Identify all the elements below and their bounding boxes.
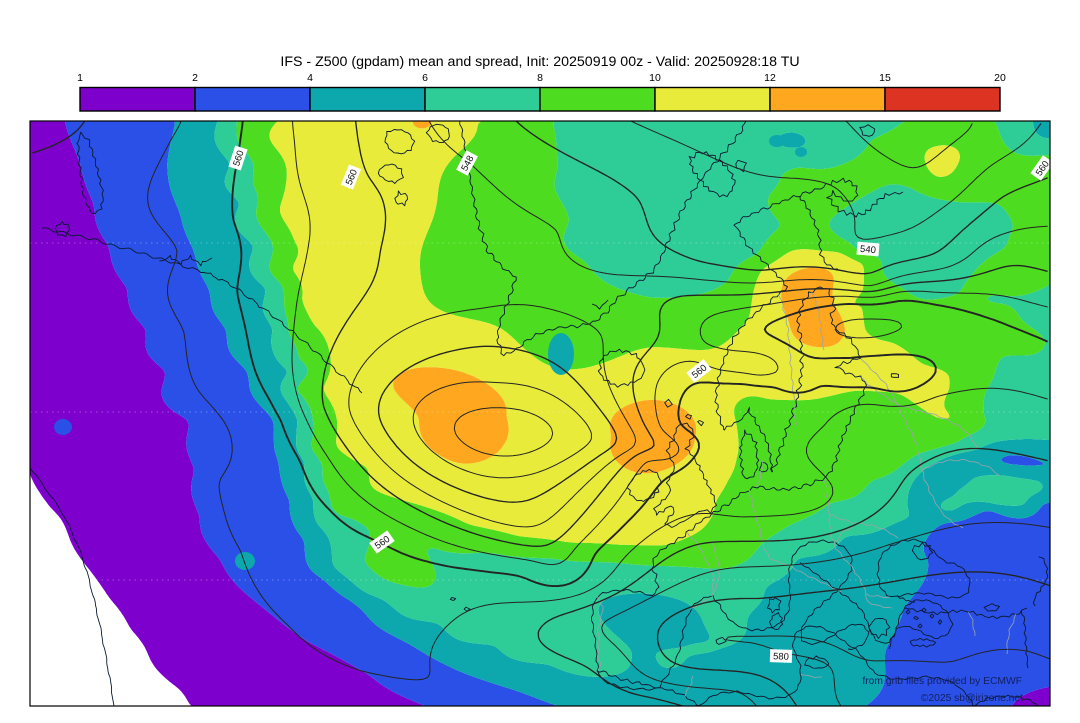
svg-text:10: 10 xyxy=(649,72,661,84)
svg-text:©2025 sb@irizone.net: ©2025 sb@irizone.net xyxy=(921,693,1023,704)
svg-text:2: 2 xyxy=(192,72,198,84)
svg-text:1: 1 xyxy=(77,72,83,84)
svg-text:4: 4 xyxy=(307,72,313,84)
svg-text:from grib files provided by EC: from grib files provided by ECMWF xyxy=(862,676,1022,687)
svg-text:12: 12 xyxy=(764,72,776,84)
svg-text:540: 540 xyxy=(860,244,877,256)
svg-text:580: 580 xyxy=(773,651,789,663)
svg-text:6: 6 xyxy=(422,72,428,84)
svg-text:15: 15 xyxy=(879,72,891,84)
svg-text:20: 20 xyxy=(994,72,1006,84)
svg-text:IFS - Z500 (gpdam) mean and sp: IFS - Z500 (gpdam) mean and spread, Init… xyxy=(280,54,799,70)
svg-text:560: 560 xyxy=(231,149,246,167)
svg-text:8: 8 xyxy=(537,72,543,84)
